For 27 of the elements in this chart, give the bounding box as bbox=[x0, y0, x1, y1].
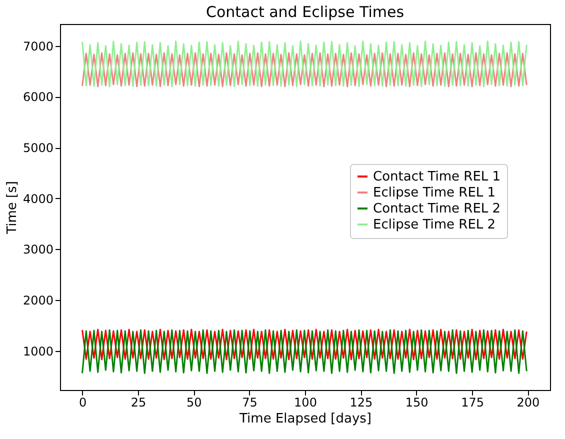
legend-label: Contact Time REL 1 bbox=[373, 170, 501, 184]
y-tick-label: 4000 bbox=[22, 192, 54, 206]
y-axis-title: Time [s] bbox=[4, 181, 20, 235]
legend-label: Eclipse Time REL 2 bbox=[373, 218, 496, 232]
y-tick-label: 7000 bbox=[22, 39, 54, 54]
x-tick-label: 125 bbox=[350, 396, 373, 410]
x-tick-label: 200 bbox=[516, 396, 540, 410]
x-tick-label: 175 bbox=[461, 396, 484, 410]
x-tick-label: 0 bbox=[78, 396, 87, 410]
x-tick-label: 100 bbox=[294, 396, 317, 410]
line-series bbox=[82, 329, 528, 374]
x-tick-label: 25 bbox=[130, 396, 146, 410]
x-tick-label: 75 bbox=[242, 396, 258, 410]
line-series bbox=[82, 328, 528, 360]
x-axis-title: Time Elapsed [days] bbox=[238, 412, 372, 426]
line-series bbox=[82, 40, 528, 88]
chart-title: Contact and Eclipse Times bbox=[206, 3, 404, 21]
legend-label: Eclipse Time REL 1 bbox=[373, 186, 496, 200]
y-tick-label: 5000 bbox=[22, 141, 54, 156]
y-tick-label: 1000 bbox=[22, 344, 54, 358]
legend-label: Contact Time REL 2 bbox=[373, 202, 501, 216]
x-tick-label: 50 bbox=[186, 396, 202, 410]
y-tick-label: 6000 bbox=[22, 90, 54, 104]
y-tick-label: 2000 bbox=[22, 294, 54, 308]
y-tick-label: 3000 bbox=[22, 242, 54, 257]
x-tick-label: 150 bbox=[405, 396, 428, 410]
line-series bbox=[82, 52, 528, 88]
